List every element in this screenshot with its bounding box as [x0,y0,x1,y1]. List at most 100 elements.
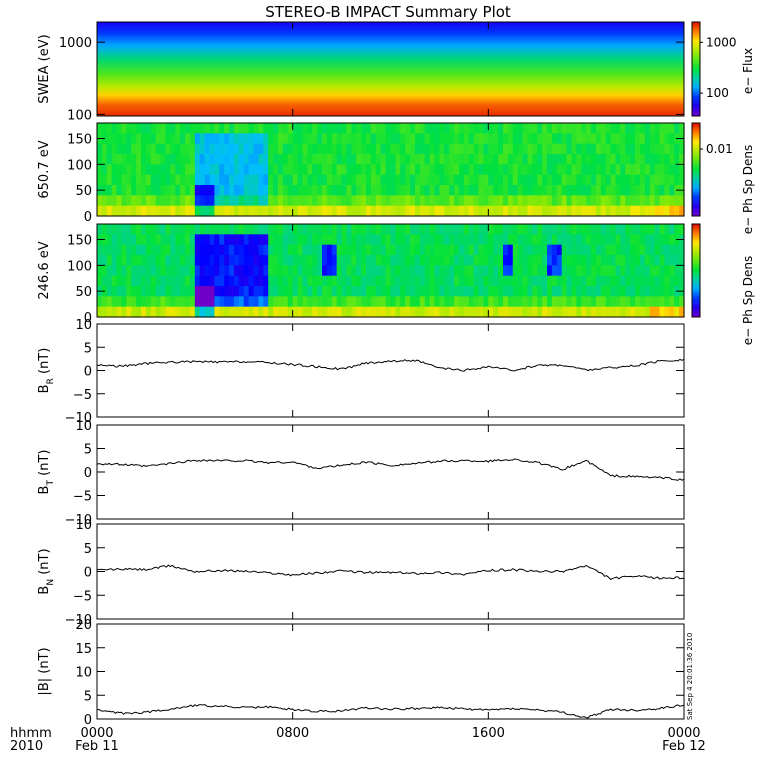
heatmap-cell [620,205,626,217]
heatmap-cell [664,123,670,134]
heatmap-cell [150,133,157,145]
heatmap-cell [561,306,568,318]
heatmap-cell [503,234,509,246]
heatmap-cell [595,205,602,217]
heatmap-cell [233,164,240,176]
heatmap-cell [439,185,445,196]
heatmap-cell [512,123,519,134]
heatmap-cell [209,275,215,287]
heatmap-cell [566,205,573,217]
heatmap-cell [669,286,675,297]
heatmap-cell [537,275,543,287]
heatmap-cell [468,286,475,297]
heatmap-cell [591,244,597,256]
heatmap-cell [595,123,602,134]
heatmap-cell [615,164,622,176]
heatmap-cell [111,265,118,277]
heatmap-cell [537,174,543,186]
heatmap-cell [155,286,162,297]
heatmap-cell [424,195,431,207]
heatmap-cell [356,244,362,256]
heatmap-cell [322,275,328,287]
heatmap-cell [111,195,118,207]
heatmap-cell [566,265,573,277]
heatmap-cell [297,195,304,207]
heatmap-cell [145,123,152,134]
heatmap-cell [664,265,670,277]
heatmap-cell [615,123,622,134]
heatmap-cell [282,265,289,277]
heatmap-cell [414,205,421,217]
heatmap-cell [674,195,680,207]
heatmap-cell [141,255,147,266]
heatmap-cell [258,306,264,318]
heatmap-cell [434,195,441,207]
heatmap-cell [410,123,416,134]
heatmap-cell [317,234,323,246]
heatmap-cell [615,195,622,207]
heatmap-cell [253,244,260,256]
heatmap-cell [106,244,113,256]
heatmap-cell [537,306,543,318]
heatmap-cell [385,296,392,308]
heatmap-cell [488,306,494,318]
heatmap-cell [625,306,631,318]
heatmap-cell [400,205,406,217]
heatmap-cell [351,275,357,287]
heatmap-cell [317,296,323,308]
heatmap-cell [268,195,274,207]
heatmap-cell [111,143,118,155]
heatmap-cell [517,265,524,277]
heatmap-cell [268,205,274,217]
heatmap-cell [674,205,680,217]
heatmap-cell [273,123,279,134]
heatmap-cell [297,255,304,266]
heatmap-cell [473,265,480,277]
heatmap-cell [189,244,196,256]
heatmap-cell [326,255,333,266]
heatmap-cell [155,265,162,277]
heatmap-cell [273,275,279,287]
heatmap-cell [419,185,426,196]
heatmap-cell [375,244,382,256]
heatmap-cell [229,195,235,207]
heatmap-cell [292,306,299,318]
heatmap-cell [503,205,509,217]
heatmap-cell [160,205,167,217]
heatmap-cell [189,265,196,277]
heatmap-cell [444,143,450,155]
heatmap-cell [483,244,489,256]
heatmap-cell [605,286,612,297]
heatmap-cell [669,195,675,207]
heatmap-cell [366,205,372,217]
heatmap-cell [326,265,333,277]
heatmap-cell [659,133,666,145]
heatmap-cell [238,275,245,287]
heatmap-cell [106,306,113,318]
heatmap-cell [639,234,646,246]
heatmap-cell [292,244,299,256]
heatmap-cell [131,286,137,297]
heatmap-cell [664,234,670,246]
heatmap-cell [224,265,230,277]
heatmap-cell [170,143,176,155]
heatmap-cell [664,143,670,155]
heatmap-cell [478,185,485,196]
heatmap-cell [106,133,113,145]
heatmap-cell [336,296,343,308]
heatmap-cell [356,123,362,134]
heatmap-cell [478,275,485,287]
heatmap-cell [605,205,612,217]
heatmap-cell [302,123,308,134]
creation-stamp: Sat Sep 4 20:01:36 2010 [686,633,694,720]
heatmap-cell [219,255,225,266]
heatmap-cell [649,174,656,186]
heatmap-cell [331,195,338,207]
heatmap-cell [537,164,543,176]
heatmap-cell [385,133,392,145]
heatmap-cell [160,164,167,176]
heatmap-cell [341,174,348,186]
heatmap-cell [600,255,607,266]
heatmap-cell [141,185,147,196]
